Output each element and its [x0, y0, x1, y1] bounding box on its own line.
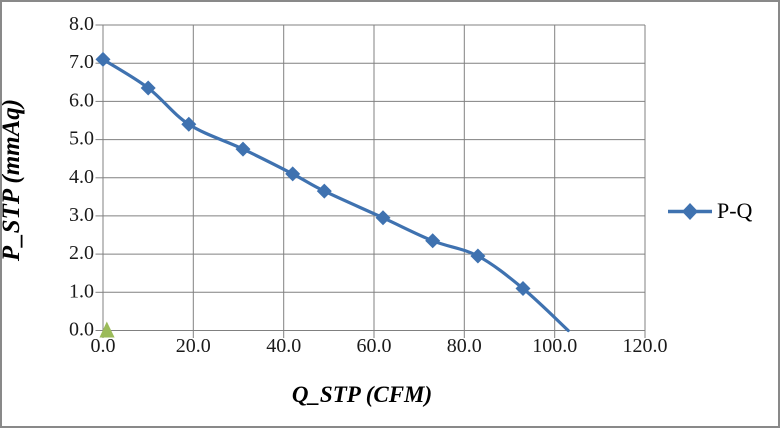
svg-text:2.0: 2.0	[69, 242, 94, 264]
svg-text:4.0: 4.0	[69, 166, 94, 188]
svg-text:100.0: 100.0	[532, 335, 577, 357]
svg-text:7.0: 7.0	[69, 51, 94, 73]
svg-text:Q_STP (CFM): Q_STP (CFM)	[292, 382, 432, 407]
svg-text:80.0: 80.0	[447, 335, 482, 357]
svg-text:120.0: 120.0	[623, 335, 668, 357]
svg-text:P_STP (mmAq): P_STP (mmAq)	[2, 99, 25, 262]
svg-text:0.0: 0.0	[91, 335, 116, 357]
svg-text:5.0: 5.0	[69, 128, 94, 150]
svg-text:6.0: 6.0	[69, 89, 94, 111]
svg-text:1.0: 1.0	[69, 280, 94, 302]
svg-text:P-Q: P-Q	[717, 198, 753, 223]
svg-text:3.0: 3.0	[69, 204, 94, 226]
svg-text:60.0: 60.0	[357, 335, 392, 357]
svg-text:40.0: 40.0	[266, 335, 301, 357]
svg-text:8.0: 8.0	[69, 13, 94, 35]
svg-text:20.0: 20.0	[176, 335, 211, 357]
